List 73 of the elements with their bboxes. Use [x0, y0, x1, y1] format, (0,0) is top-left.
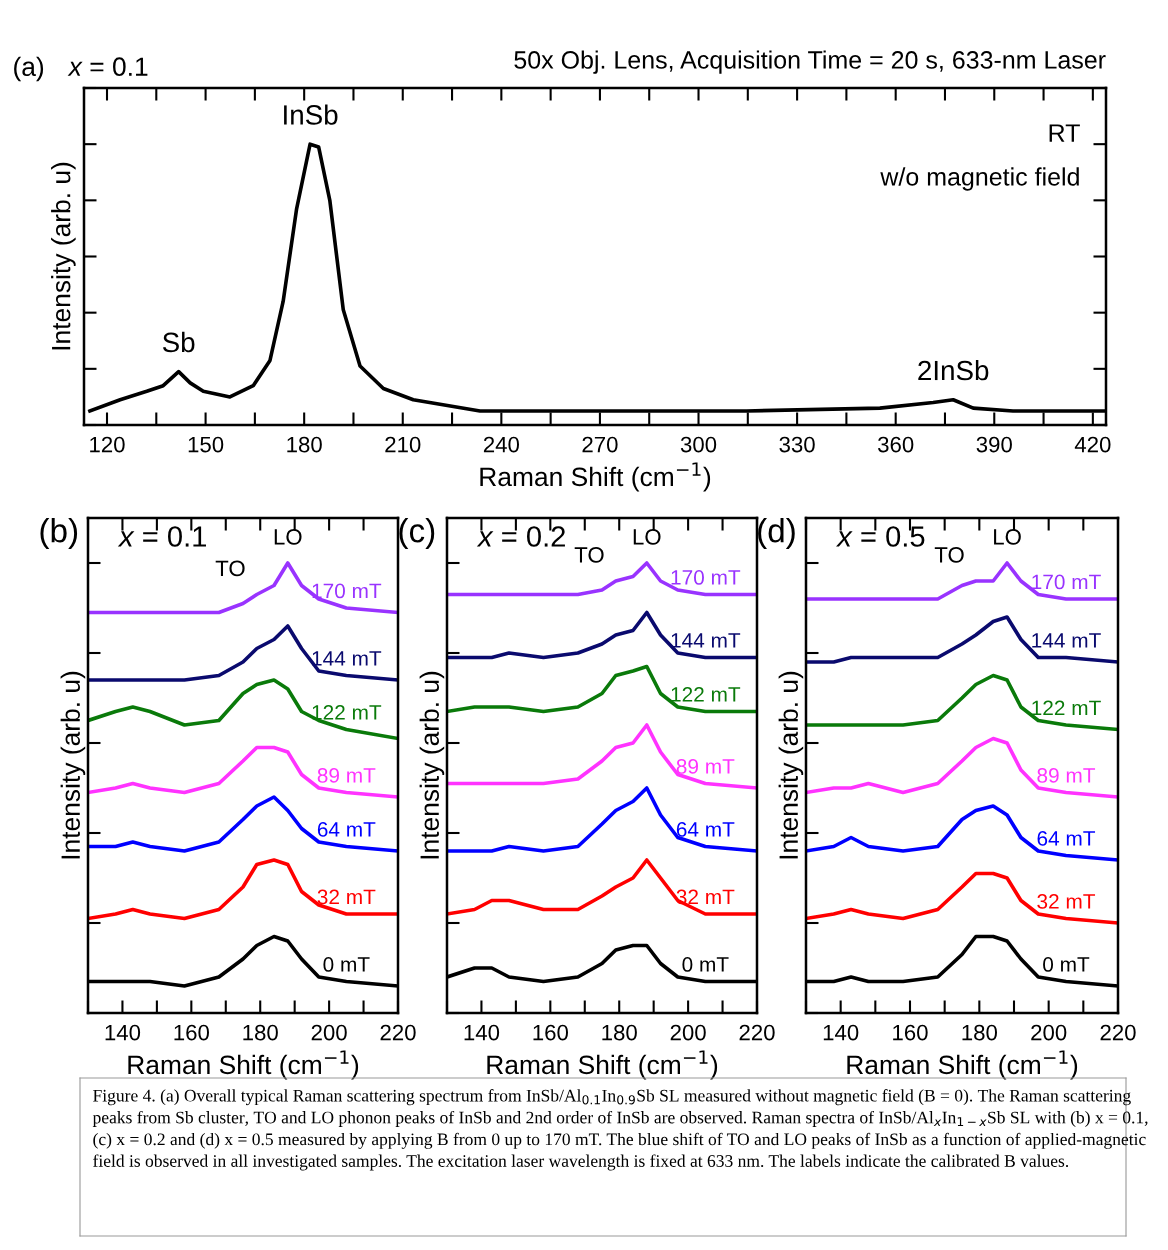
x-tick-label: 200 — [670, 1024, 706, 1041]
x-tick-label: 160 — [533, 1024, 568, 1041]
y-axis-title: Intensity (arb. u) — [51, 162, 76, 350]
annotation: InSb — [284, 104, 338, 125]
x-tick-label: 120 — [90, 436, 125, 453]
annotation: Sb — [162, 331, 195, 353]
series-label: 0 mT — [323, 957, 370, 972]
annotation: TO — [934, 546, 964, 563]
x-tick-label: 220 — [1100, 1024, 1136, 1041]
text: x = 0.5 — [836, 526, 925, 547]
text: (c) — [399, 518, 435, 550]
x-tick-label: 140 — [105, 1024, 141, 1041]
annotation: w/o magnetic field — [880, 167, 1079, 191]
text: x = 0.1 — [117, 526, 206, 547]
x-tick-label: 180 — [602, 1024, 637, 1041]
series-label: 0 mT — [1043, 957, 1090, 972]
text: x = 0.1 — [67, 57, 148, 77]
series-label: 144 mT — [312, 651, 382, 666]
series-label: 144 mT — [671, 633, 741, 648]
x-axis-title: Raman Shift (cm$^{−1}$) — [847, 1050, 1078, 1080]
text: (a) — [14, 56, 44, 82]
annotation: LO — [994, 528, 1021, 545]
x-tick-label: 220 — [380, 1024, 416, 1041]
series-label: 32 mT — [1037, 894, 1096, 909]
x-tick-label: 200 — [1031, 1024, 1067, 1041]
series-label: 89 mT — [1037, 768, 1096, 783]
x-axis-title: Raman Shift (cm$^{−1}$) — [128, 1050, 359, 1080]
x-tick-label: 150 — [188, 436, 224, 453]
x-tick-label: 180 — [962, 1024, 997, 1041]
series-label: 64 mT — [676, 822, 735, 837]
series-label: 170 mT — [1032, 574, 1101, 590]
y-axis-title: Intensity (arb. u) — [778, 671, 804, 859]
annotation: TO — [215, 560, 245, 577]
annotation: LO — [274, 528, 302, 545]
x-tick-label: 360 — [878, 436, 914, 453]
annotation: 2InSb — [918, 359, 989, 381]
text: (d) — [758, 518, 795, 550]
x-tick-label: 420 — [1074, 436, 1111, 453]
x-tick-label: 180 — [287, 436, 322, 453]
x-tick-label: 160 — [893, 1024, 928, 1041]
x-tick-label: 140 — [464, 1024, 500, 1041]
x-tick-label: 210 — [385, 436, 421, 453]
text: x = 0.2 — [476, 526, 565, 547]
series-label: 64 mT — [317, 822, 376, 837]
x-axis-title: Raman Shift (cm$^{−1}$) — [487, 1050, 718, 1080]
x-axis-title: Raman Shift (cm$^{−1}$) — [480, 462, 711, 492]
x-tick-label: 270 — [582, 436, 618, 453]
chart-title: 50x Obj. Lens, Acquisition Time = 20 s, 633-nm Laser — [514, 50, 1106, 74]
x-tick-label: 200 — [311, 1024, 347, 1041]
text: Figure 4. (a) Overall typical Raman scattering spectrum from InSb/Al$_{0.1}$In$_{0.9}$Sb SL measured without magnetic field (B = 0). The Raman scattering peaks from Sb cluster, TO and LO phonon peaks of InSb and 2nd order of InSb are observed. Raman spectra of InSb/Al$_{x}$In$_{1−x}$Sb SL with (b) x = 0.1, (c) x = 0.2 and (d) x = 0.5 measured by applying B from 0 up to 170 mT. The blue shift of TO and LO peaks of InSb as a function of applied-magnetic field is observed in all investigated samples. The excitation laser wavelength is fixed at 633 nm. The labels indicate the calibrated B values. — [92, 1089, 1148, 1171]
series-label: 144 mT — [1032, 633, 1101, 648]
series-label: 122 mT — [1032, 700, 1101, 716]
x-tick-label: 390 — [976, 436, 1012, 453]
annotation: TO — [574, 546, 604, 563]
x-tick-label: 180 — [243, 1024, 278, 1041]
series-label: 89 mT — [317, 768, 376, 783]
y-axis-title: Intensity (arb. u) — [419, 671, 445, 859]
series-label: 64 mT — [1037, 831, 1096, 846]
series-label: 0 mT — [682, 957, 729, 972]
series-label: 89 mT — [676, 759, 735, 774]
text: (b) — [40, 518, 78, 550]
x-tick-label: 300 — [680, 436, 717, 453]
x-tick-label: 160 — [174, 1024, 209, 1041]
series-label: 32 mT — [317, 889, 376, 905]
x-tick-label: 140 — [823, 1024, 859, 1041]
annotation: LO — [633, 528, 661, 545]
y-axis-title: Intensity (arb. u) — [60, 671, 86, 859]
series-label: 122 mT — [671, 687, 741, 702]
x-tick-label: 240 — [483, 436, 520, 453]
x-tick-label: 330 — [779, 436, 815, 453]
series-label: 170 mT — [671, 570, 741, 585]
text: RT — [1049, 124, 1080, 142]
x-tick-label: 220 — [739, 1024, 775, 1041]
